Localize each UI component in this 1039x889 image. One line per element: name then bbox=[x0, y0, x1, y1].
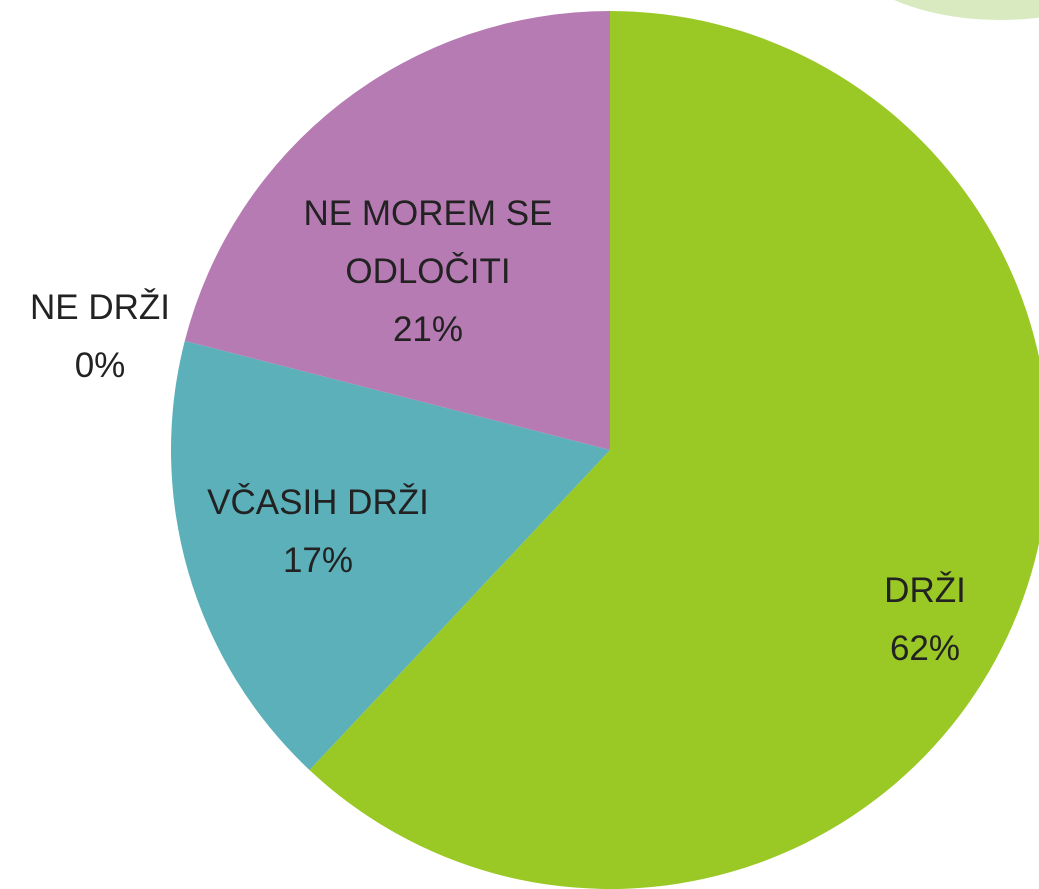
category-label: VČASIH DRŽI bbox=[207, 483, 429, 522]
category-label: DRŽI bbox=[884, 571, 966, 610]
pie-slice bbox=[171, 340, 610, 771]
value-label: 17% bbox=[282, 541, 354, 580]
value-label: 62% bbox=[889, 629, 961, 668]
slice-label: NE DRŽI 0% bbox=[0, 279, 200, 395]
value-label: 21% bbox=[392, 310, 464, 349]
pie-slice bbox=[184, 11, 610, 450]
pie-slice bbox=[309, 11, 1039, 889]
slice-label: NE MOREM SE ODLOČITI 21% bbox=[268, 185, 588, 359]
category-label: NE DRŽI bbox=[30, 288, 170, 327]
slice-label: DRŽI 62% bbox=[825, 562, 1025, 678]
category-label: NE MOREM SE ODLOČITI bbox=[303, 194, 553, 291]
value-label: 0% bbox=[74, 346, 126, 385]
slice-label: VČASIH DRŽI 17% bbox=[158, 474, 478, 590]
decoration bbox=[894, 0, 1039, 20]
